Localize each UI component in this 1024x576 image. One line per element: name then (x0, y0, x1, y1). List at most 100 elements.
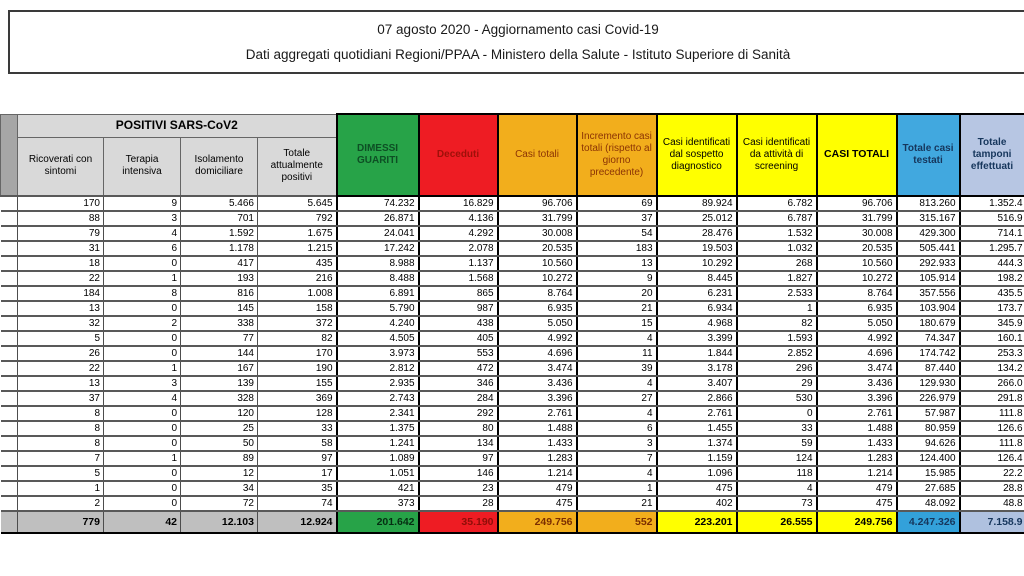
data-cell: 3.474 (496, 359, 578, 377)
data-cell: 1.214 (496, 464, 578, 482)
data-cell: 4 (735, 479, 818, 497)
data-cell: 865 (417, 284, 499, 302)
data-cell: 284 (417, 389, 499, 407)
data-cell: 345.9 (958, 314, 1024, 332)
data-cell: 0 (103, 299, 181, 317)
data-cell: 22 (17, 269, 104, 287)
data-cell: 1.532 (735, 224, 818, 242)
data-cell: 1.433 (815, 434, 898, 452)
data-cell: 1.159 (655, 449, 738, 467)
data-cell: 701 (180, 209, 258, 227)
data-cell: 714.1 (958, 224, 1024, 242)
data-cell: 88 (17, 209, 104, 227)
data-cell: 11 (575, 344, 658, 362)
data-cell: 37 (17, 389, 104, 407)
data-cell (0, 389, 18, 407)
data-cell: 173.7 (958, 299, 1024, 317)
data-cell: 20 (575, 284, 658, 302)
data-cell: 19.503 (655, 239, 738, 257)
data-cell: 124 (735, 449, 818, 467)
data-cell (0, 299, 18, 317)
data-cell: 357.556 (895, 284, 961, 302)
data-cell: 216 (256, 269, 338, 287)
data-cell: 28.476 (655, 224, 738, 242)
data-cell: 8 (17, 419, 104, 437)
data-cell: 24.041 (335, 224, 420, 242)
data-cell: 17.242 (335, 239, 420, 257)
data-cell: 82 (256, 329, 338, 347)
data-cell: 183 (575, 239, 658, 257)
data-cell: 444.3 (958, 254, 1024, 272)
data-cell: 7 (575, 449, 658, 467)
data-cell: 39 (575, 359, 658, 377)
data-cell (0, 209, 18, 227)
data-cell (0, 464, 18, 482)
data-cell: 145 (180, 299, 258, 317)
data-cell: 57.987 (895, 404, 961, 422)
covid-data-table-wrap: POSITIVI SARS-CoV2 DIMESSI GUARITI Deced… (0, 113, 1024, 534)
table-row: 8 0 25 33 1.375 80 1.488 6 1.455 33 1.488 80.959 126… (0, 419, 1024, 437)
data-cell: 472 (417, 359, 499, 377)
data-cell: 118 (735, 464, 818, 482)
data-cell: 9 (103, 194, 181, 212)
data-cell: 1.455 (655, 419, 738, 437)
data-cell: 4.240 (335, 314, 420, 332)
data-cell: 6.782 (735, 194, 818, 212)
data-cell: 5.050 (496, 314, 578, 332)
table-row: 170 9 5.466 5.645 74.232 16.829 96.706 69 89.924… (0, 194, 1024, 212)
data-cell: 421 (335, 479, 420, 497)
data-cell: 479 (496, 479, 578, 497)
data-cell: 2.812 (335, 359, 420, 377)
data-cell: 48.8 (958, 494, 1024, 512)
data-cell: 126.6 (958, 419, 1024, 437)
report-title: 07 agosto 2020 - Aggiornamento casi Covi… (377, 22, 659, 37)
data-cell: 97 (256, 449, 338, 467)
data-cell: 553 (417, 344, 499, 362)
data-cell: 29 (735, 374, 818, 392)
col-header-casi-totali-caps: CASI TOTALI (815, 113, 898, 197)
data-cell: 429.300 (895, 224, 961, 242)
data-cell: 8.988 (335, 254, 420, 272)
table-row: 1 0 34 35 421 23 479 1 475 4 479 27.685 28.8 (0, 479, 1024, 497)
data-cell: 1.374 (655, 434, 738, 452)
data-cell: 4 (575, 404, 658, 422)
data-cell: 3 (103, 374, 181, 392)
data-cell: 1.488 (815, 419, 898, 437)
total-cell: 42 (103, 509, 181, 534)
table-row: 184 8 816 1.008 6.891 865 8.764 20 6.231 2.533 8.7… (0, 284, 1024, 302)
data-cell: 1.375 (335, 419, 420, 437)
data-cell: 160.1 (958, 329, 1024, 347)
data-cell: 4.992 (496, 329, 578, 347)
data-cell: 2.533 (735, 284, 818, 302)
data-cell: 8.488 (335, 269, 420, 287)
data-cell: 3.474 (815, 359, 898, 377)
data-cell: 4.696 (496, 344, 578, 362)
data-cell (0, 359, 18, 377)
data-cell: 346 (417, 374, 499, 392)
data-cell: 72 (180, 494, 258, 512)
data-cell: 8 (17, 434, 104, 452)
data-cell: 8 (103, 284, 181, 302)
data-cell: 184 (17, 284, 104, 302)
table-row: 88 3 701 792 26.871 4.136 31.799 37 25.012 6.787 3… (0, 209, 1024, 227)
data-cell: 338 (180, 314, 258, 332)
table-row: 26 0 144 170 3.973 553 4.696 11 1.844 2.852 4.696 1… (0, 344, 1024, 362)
data-cell: 158 (256, 299, 338, 317)
data-cell: 89 (180, 449, 258, 467)
data-cell: 13 (17, 374, 104, 392)
data-cell: 111.8 (958, 434, 1024, 452)
data-cell (0, 404, 18, 422)
data-cell: 23 (417, 479, 499, 497)
data-cell: 144 (180, 344, 258, 362)
data-cell: 1.295.7 (958, 239, 1024, 257)
data-cell: 1 (575, 479, 658, 497)
data-cell: 94.626 (895, 434, 961, 452)
data-cell: 120 (180, 404, 258, 422)
data-cell (0, 329, 18, 347)
data-cell: 530 (735, 389, 818, 407)
data-cell (0, 254, 18, 272)
col-header-totale-tamponi: Totale tamponi effettuati (958, 113, 1024, 197)
data-cell: 328 (180, 389, 258, 407)
data-cell: 1.568 (417, 269, 499, 287)
data-cell: 180.679 (895, 314, 961, 332)
